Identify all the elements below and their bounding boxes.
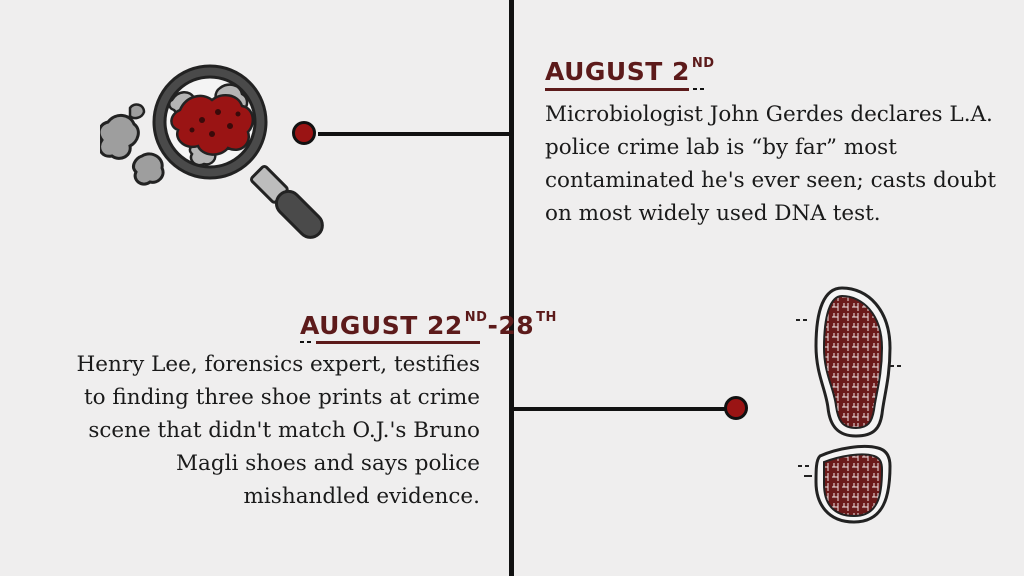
timeline-branch-2 xyxy=(513,407,725,411)
event-2-date: AUGUST 22 ND-28 TH xyxy=(300,311,557,340)
event-1-line: on most widely used DNA test. xyxy=(545,197,1005,230)
shoe-print-icon xyxy=(792,282,912,532)
event-1-date: AUGUST 2 ND xyxy=(545,57,715,86)
event-2-date-underline xyxy=(316,341,480,344)
event-2-line: mishandled evidence. xyxy=(40,480,480,513)
event-1-date-underline xyxy=(545,88,689,91)
dash-mark xyxy=(693,88,705,90)
magnifying-glass-icon xyxy=(100,60,330,250)
event-1-line: police crime lab is “by far” most xyxy=(545,131,1005,164)
timeline-branch-1 xyxy=(318,132,510,136)
event-2-line: Henry Lee, forensics expert, testifies xyxy=(40,348,480,381)
timeline-marker-2 xyxy=(724,396,748,420)
dash-mark xyxy=(300,341,312,343)
event-1-description: Microbiologist John Gerdes declares L.A.… xyxy=(545,98,1005,230)
event-2-line: Magli shoes and says police xyxy=(40,447,480,480)
event-2-description: Henry Lee, forensics expert, testifies t… xyxy=(40,348,480,513)
timeline-axis xyxy=(509,0,514,576)
event-2-line: scene that didn't match O.J.'s Bruno xyxy=(40,414,480,447)
event-1-line: contaminated he's ever seen; casts doubt xyxy=(545,164,1005,197)
event-1-line: Microbiologist John Gerdes declares L.A. xyxy=(545,98,1005,131)
event-2-line: to finding three shoe prints at crime xyxy=(40,381,480,414)
